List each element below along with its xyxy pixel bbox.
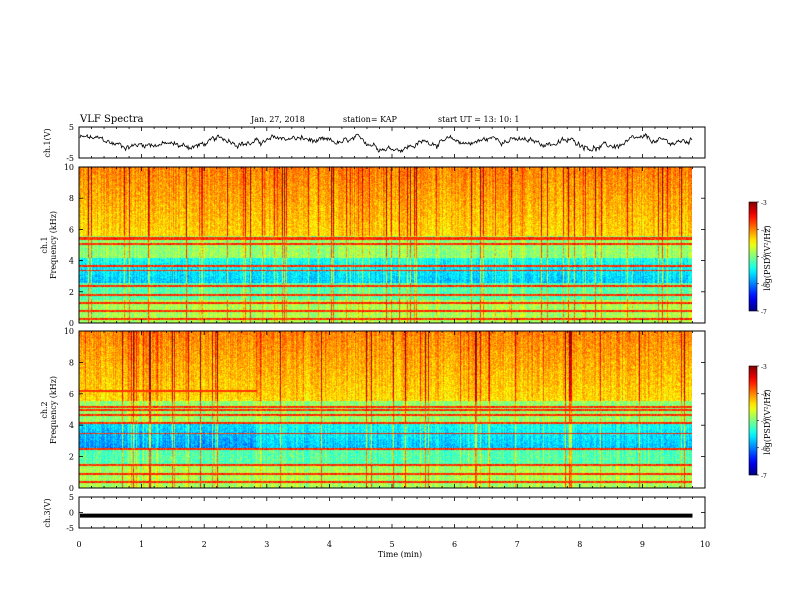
ch2-spec-heatmap-image [79, 331, 692, 488]
colorbar-tick-label: -3 [761, 200, 767, 207]
y-tick-label: 2 [69, 453, 74, 462]
x-tick-label: 5 [389, 540, 394, 549]
colorbar-tick-label: -4 [761, 391, 767, 398]
start-ut-label: start UT = 13: 10: 1 [438, 115, 519, 124]
x-tick-label: 9 [640, 540, 645, 549]
ch1-spectrogram-panel: 0 2 4 6 8 10 [64, 163, 706, 328]
ch3-wave-frame [78, 496, 706, 529]
y-tick-label: 6 [69, 225, 74, 234]
y-tick-label: 0 [69, 484, 74, 493]
ch2-spec-ylabel-line1: ch.2 [40, 401, 49, 418]
ch2-colorbar-label: log(PSD)(V²/Hz) [763, 389, 772, 454]
colorbar-tick-label: -7 [761, 473, 767, 480]
x-axis: 0 1 2 3 4 5 6 7 8 9 10 [76, 540, 710, 549]
colorbar-tick-label: -3 [761, 364, 767, 371]
y-tick-label: 5 [69, 123, 74, 132]
colorbar-tick-label: -5 [761, 419, 767, 426]
ch1-wave-frame [78, 126, 706, 159]
x-axis-label: Time (min) [378, 550, 422, 559]
x-tick-label: 2 [202, 540, 207, 549]
y-tick-label: -5 [66, 154, 74, 163]
y-tick-label: 10 [64, 327, 74, 336]
x-tick-label: 4 [327, 540, 332, 549]
y-tick-label: 0 [69, 319, 74, 328]
y-tick-label: 2 [69, 288, 74, 297]
x-tick-label: 1 [139, 540, 144, 549]
y-tick-label: 8 [69, 358, 74, 367]
ch1-trace [79, 133, 693, 154]
colorbar-tick-label: -6 [761, 446, 767, 453]
y-tick-label: 10 [64, 163, 74, 172]
ch1-wave-ylabel: ch.1(V) [43, 128, 52, 157]
ch1-spec-ylabel-line1: ch.1 [40, 236, 49, 253]
ch2-spectrogram-panel: 0 2 4 6 8 10 [64, 327, 706, 493]
y-tick-label: 6 [69, 390, 74, 399]
date-label: Jan. 27, 2018 [250, 115, 305, 124]
x-tick-label: 3 [264, 540, 269, 549]
ch1-spec-heatmap-image [79, 167, 692, 323]
colorbar-tick-label: -6 [761, 282, 767, 289]
colorbar-tick-label: -7 [761, 309, 767, 316]
y-tick-label: 5 [69, 493, 74, 502]
colorbar-tick-label: -4 [761, 227, 767, 234]
x-tick-label: 8 [577, 540, 582, 549]
ch1-colorbar-label: log(PSD)(V²/Hz) [763, 225, 772, 290]
colorbar-1 [748, 201, 758, 312]
y-tick-label: 8 [69, 194, 74, 203]
ch2-spec-ylabel-line2: Frequency (kHz) [49, 376, 58, 444]
colorbar-2 [748, 365, 758, 476]
colorbar-tick-label: -5 [761, 255, 767, 262]
ch1-spec-ylabel-line2: Frequency (kHz) [49, 211, 58, 279]
station-label: station= KAP [343, 115, 398, 124]
y-tick-label: 4 [69, 257, 74, 266]
y-tick-label: 4 [69, 421, 74, 430]
x-tick-label: 10 [700, 540, 710, 549]
x-tick-label: 0 [76, 540, 81, 549]
figure-title: VLF Spectra [79, 114, 144, 125]
colorbars: -3 -4 -5 -6 -7 -3 -4 -5 -6 -7 [748, 200, 767, 480]
ch1-waveform-panel: 5 -5 [66, 123, 706, 163]
y-tick-label: -5 [66, 524, 74, 533]
ch3-waveform-panel: 5 0 -5 [66, 493, 706, 533]
x-tick-label: 7 [515, 540, 520, 549]
x-tick-label: 6 [452, 540, 457, 549]
ch3-wave-ylabel: ch.3(V) [43, 498, 52, 527]
y-tick-label: 0 [69, 509, 74, 518]
